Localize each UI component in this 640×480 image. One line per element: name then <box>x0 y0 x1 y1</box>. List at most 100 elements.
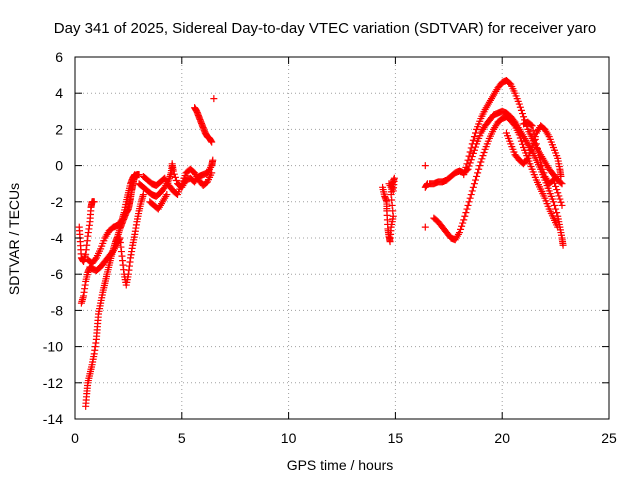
data-point <box>531 135 539 143</box>
data-point <box>557 179 565 187</box>
data-point <box>467 144 475 152</box>
data-point <box>172 177 180 185</box>
data-point <box>556 195 564 203</box>
data-point <box>555 192 563 200</box>
data-point <box>559 241 567 249</box>
y-tick-label: -12 <box>43 375 63 391</box>
x-tick-label: 0 <box>71 430 79 446</box>
data-point <box>515 100 523 108</box>
data-point <box>208 169 216 177</box>
data-point <box>467 191 475 199</box>
data-point <box>460 171 468 179</box>
data-point <box>457 225 465 233</box>
series-late-arc <box>191 95 218 146</box>
data-point <box>552 205 560 213</box>
data-point <box>468 187 476 195</box>
data-point <box>421 223 429 231</box>
data-point <box>551 179 559 187</box>
data-point <box>516 103 524 111</box>
data-point <box>90 198 98 206</box>
data-point <box>131 171 139 179</box>
data-point <box>475 165 483 173</box>
data-point <box>538 162 546 170</box>
series-falling-branch <box>502 118 566 209</box>
data-point <box>458 222 466 230</box>
data-point <box>533 144 541 152</box>
data-point <box>553 186 561 194</box>
data-point <box>549 198 557 206</box>
data-point <box>470 180 478 188</box>
data-point <box>462 209 470 217</box>
data-point <box>476 162 484 170</box>
y-tick-label: -14 <box>43 411 63 427</box>
data-point <box>470 133 478 141</box>
series-plateau <box>135 156 217 213</box>
x-tick-label: 10 <box>281 430 297 446</box>
data-point <box>163 191 171 199</box>
data-point <box>530 131 538 139</box>
x-tick-label: 5 <box>178 430 186 446</box>
data-point <box>474 169 482 177</box>
data-point <box>510 120 518 128</box>
data-point <box>539 165 547 173</box>
y-tick-label: 0 <box>55 158 63 174</box>
data-point <box>537 158 545 166</box>
grid-lines <box>75 57 609 419</box>
data-point <box>469 183 477 191</box>
y-tick-label: -8 <box>51 302 64 318</box>
data-point <box>517 106 525 114</box>
x-axis-label: GPS time / hours <box>287 457 394 473</box>
data-point <box>463 205 471 213</box>
data-point <box>208 138 216 146</box>
y-tick-label: -4 <box>51 230 64 246</box>
data-point <box>469 149 477 157</box>
data-point <box>209 156 217 164</box>
x-tick-label: 20 <box>494 430 510 446</box>
data-point <box>455 229 463 237</box>
data-point <box>557 198 565 206</box>
data-point <box>169 167 177 175</box>
data-point <box>385 180 393 188</box>
series-high-arc <box>460 77 566 188</box>
data-point <box>536 153 544 161</box>
data-point <box>459 219 467 227</box>
data-point <box>117 217 125 225</box>
data-point <box>465 198 473 206</box>
data-point <box>529 126 537 134</box>
data-point <box>518 140 526 148</box>
data-point <box>464 156 472 164</box>
data-point <box>528 144 536 151</box>
data-point <box>472 176 479 184</box>
data-point <box>553 209 561 217</box>
data-point <box>472 129 479 137</box>
y-tick-label: -10 <box>43 339 63 355</box>
data-point <box>517 137 525 145</box>
y-tick-label: -6 <box>51 266 64 282</box>
data-point <box>558 201 566 209</box>
series-gap-cluster <box>379 162 431 246</box>
data-point <box>421 183 429 191</box>
data-point <box>523 156 531 164</box>
data-point <box>551 201 559 209</box>
y-tick-label: 2 <box>55 121 63 137</box>
data-point <box>210 95 218 103</box>
data-point <box>91 255 99 263</box>
data-point <box>466 194 474 202</box>
data-point <box>535 149 543 157</box>
y-tick-label: 4 <box>55 85 63 101</box>
data-point <box>465 152 473 160</box>
series-upper-band <box>75 171 139 267</box>
data-point <box>540 169 548 177</box>
data-point <box>549 176 557 184</box>
series-middle-band <box>77 191 147 307</box>
data-point <box>461 212 469 220</box>
data-point <box>557 172 565 180</box>
data-points <box>75 77 567 410</box>
data-point <box>463 160 471 168</box>
x-tick-label: 25 <box>601 430 617 446</box>
y-tick-label: 6 <box>55 49 63 65</box>
data-point <box>466 148 474 156</box>
data-point <box>478 155 486 163</box>
data-point <box>139 191 147 199</box>
